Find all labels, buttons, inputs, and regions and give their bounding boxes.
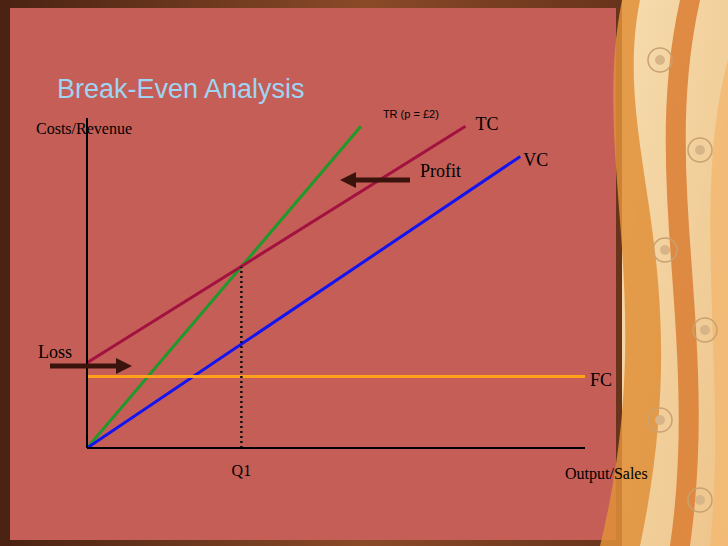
decoration <box>653 238 677 262</box>
decoration <box>655 55 665 65</box>
decoration <box>660 245 670 255</box>
series-label: TR (p = £2) <box>383 108 439 120</box>
chart-svg: Break-Even Analysis Costs/Revenue Output/S… <box>0 0 728 546</box>
slide: Break-Even Analysis Costs/Revenue Output/S… <box>0 0 728 546</box>
title: Break-Even Analysis <box>57 74 305 104</box>
series-line <box>87 126 465 363</box>
decoration <box>688 138 712 162</box>
break-even-line <box>240 267 243 448</box>
slide-bg <box>10 8 616 540</box>
decoration <box>693 318 717 342</box>
x-tick-label: Q1 <box>232 462 252 479</box>
series-line <box>87 126 361 448</box>
series-line <box>87 375 585 378</box>
y-axis-label: Costs/Revenue <box>36 120 132 137</box>
annotation-arrow <box>116 358 132 374</box>
frame <box>0 0 728 546</box>
decoration <box>700 325 710 335</box>
x-axis <box>87 447 585 449</box>
decoration <box>648 408 672 432</box>
x-axis-label: Output/Sales <box>565 465 648 483</box>
decoration <box>648 48 672 72</box>
annotation-arrow <box>50 364 118 369</box>
decoration <box>695 495 705 505</box>
series-label: TC <box>475 114 498 134</box>
decoration <box>710 60 728 546</box>
decoration <box>688 488 712 512</box>
decoration <box>655 415 665 425</box>
annotation: Loss <box>38 342 72 362</box>
series-label: FC <box>590 370 612 390</box>
decoration <box>666 0 700 546</box>
annotation-arrow <box>354 178 410 183</box>
decoration <box>695 145 705 155</box>
annotation: Profit <box>420 161 461 181</box>
plot-area <box>87 126 585 448</box>
series-label: VC <box>523 150 548 170</box>
series-line <box>87 157 520 449</box>
annotation-arrow <box>340 172 356 188</box>
y-axis <box>86 118 88 448</box>
